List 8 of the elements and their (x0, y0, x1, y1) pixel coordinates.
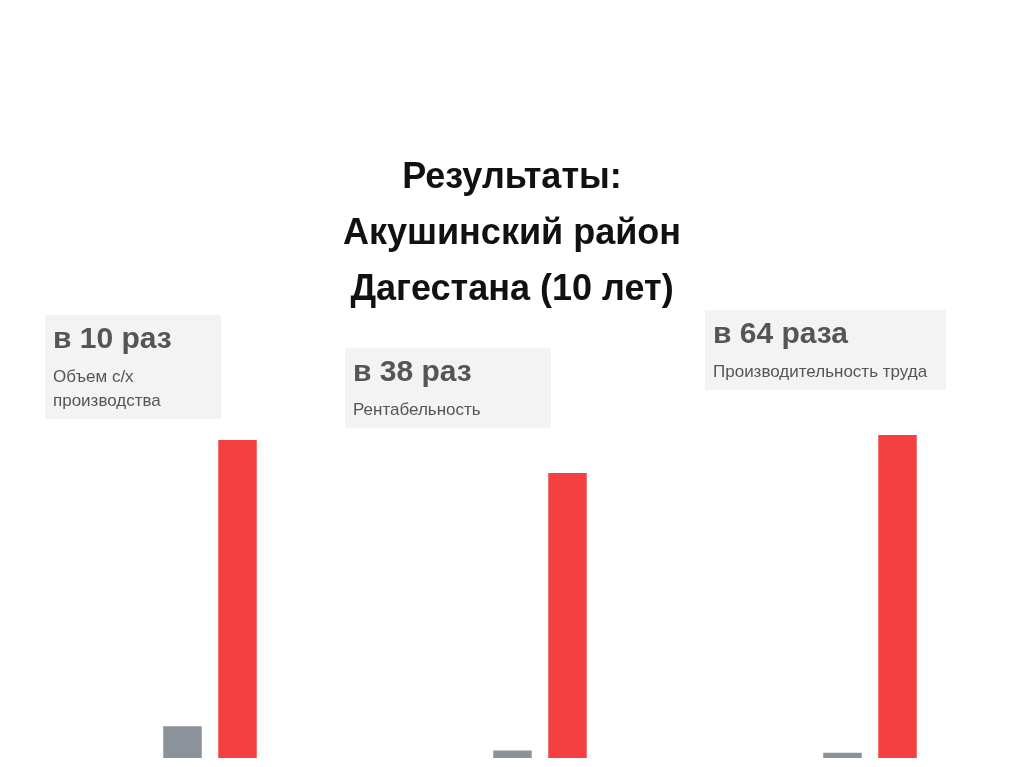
chart-subtitle: Объем с/х производства (53, 366, 162, 412)
chart-subtitle: Производительность труда (713, 361, 929, 383)
chart-title: в 38 раз (353, 354, 473, 388)
text: Акушинский район Дагестана (10 лет) (341, 210, 683, 310)
text: Результаты: (401, 154, 623, 198)
chart-title: в 64 раза (713, 316, 850, 350)
chart-title: в 10 раз (53, 321, 173, 355)
chart-subtitle: Рентабельность (353, 399, 482, 421)
